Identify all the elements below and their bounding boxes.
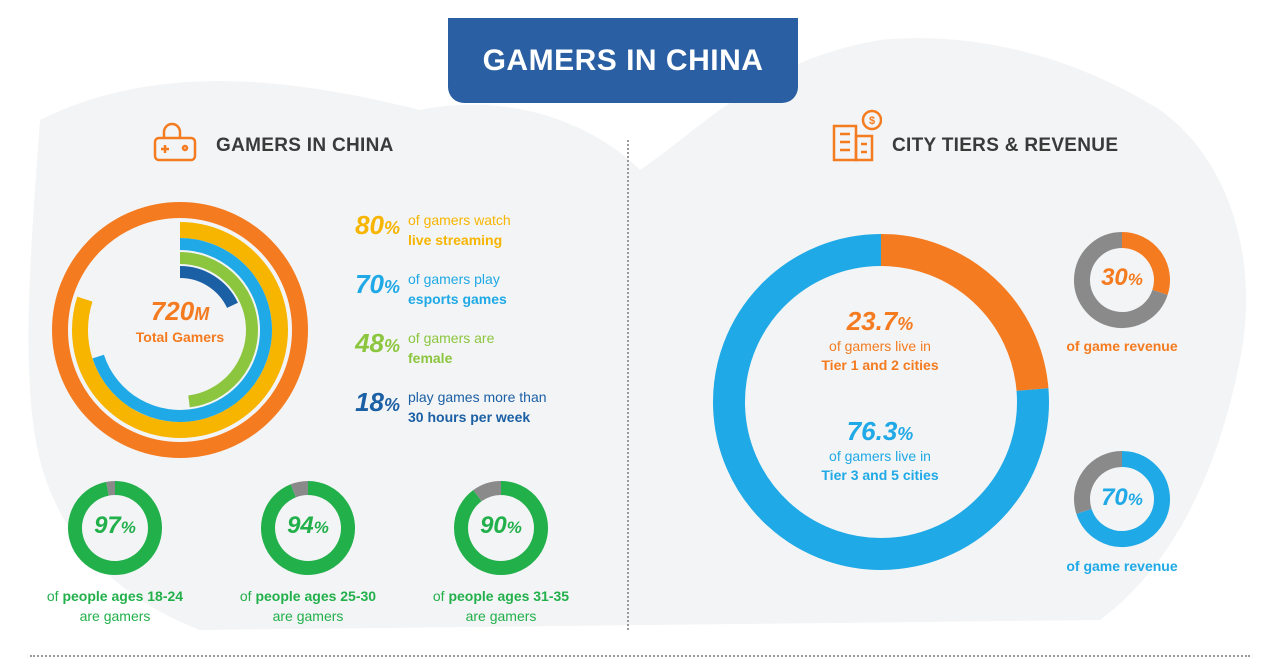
tier12-pct: 23.7%	[846, 306, 914, 336]
radial-arc-3	[179, 252, 258, 408]
age-pct: 94%	[287, 512, 329, 539]
age-ring-rest-0	[106, 481, 116, 496]
city-revenue-icon: $	[832, 109, 882, 162]
stat-pct: 18%	[355, 387, 400, 417]
age-ring-fill-1	[261, 481, 355, 575]
revenue-30-pct: 30%	[1101, 264, 1143, 291]
age-caption: of people ages 25-30 are gamers	[239, 588, 377, 624]
stat-text: play games more than 30 hours per week	[408, 389, 547, 425]
age-pct: 90%	[480, 512, 522, 539]
age-ring-charts	[68, 481, 548, 575]
radial-chart	[52, 202, 308, 459]
tier35-label: 76.3% of gamers live in Tier 3 and 5 cit…	[790, 416, 970, 485]
total-value: 720M	[150, 296, 210, 326]
age-ring-fill-0	[68, 481, 162, 575]
age-caption: of people ages 18-24 are gamers	[46, 588, 184, 624]
radial-arc-2	[92, 238, 272, 422]
page-title: GAMERS IN CHINA	[482, 43, 764, 77]
total-gamers-label: 720M Total Gamers	[120, 296, 240, 345]
age-ring-rest-1	[290, 481, 309, 498]
revenue-70-label: of game revenue	[1066, 558, 1178, 574]
tier35-arc	[713, 234, 1049, 570]
page-title-banner: GAMERS IN CHINA	[448, 18, 798, 103]
radial-arc-4	[179, 266, 238, 309]
revenue-30-label: of game revenue	[1066, 338, 1178, 354]
vertical-divider	[627, 140, 629, 630]
revenue-30-rest	[1074, 232, 1168, 328]
revenue-30-fill	[1121, 232, 1170, 295]
radial-arc-0	[52, 202, 308, 459]
stat-pct: 48%	[355, 328, 400, 358]
age-pct: 97%	[94, 512, 136, 539]
stat-text: of gamers play esports games	[408, 271, 507, 307]
age-ring-rest-2	[473, 481, 502, 502]
revenue-70-fill	[1076, 451, 1170, 547]
radial-arc-1	[72, 222, 288, 438]
age-caption: of people ages 31-35 are gamers	[432, 588, 570, 624]
revenue-70-pct: 70%	[1101, 484, 1143, 511]
age-ring-fill-2	[454, 481, 548, 575]
tier35-pct: 76.3%	[846, 416, 914, 446]
horizontal-divider	[30, 655, 1250, 657]
gamer-icon	[153, 122, 197, 162]
stat-pct: 70%	[355, 269, 400, 299]
stat-text: of gamers are female	[408, 330, 495, 366]
stat-pct: 80%	[355, 210, 400, 240]
svg-text:$: $	[869, 115, 875, 127]
right-section-title: CITY TIERS & REVENUE	[892, 135, 1119, 156]
tier12-label: 23.7% of gamers live in Tier 1 and 2 cit…	[790, 306, 970, 375]
left-section-title: GAMERS IN CHINA	[216, 135, 394, 156]
tier12-arc	[880, 234, 1049, 392]
revenue-70-rest	[1074, 451, 1123, 514]
stat-text: of gamers watch live streaming	[408, 212, 511, 248]
